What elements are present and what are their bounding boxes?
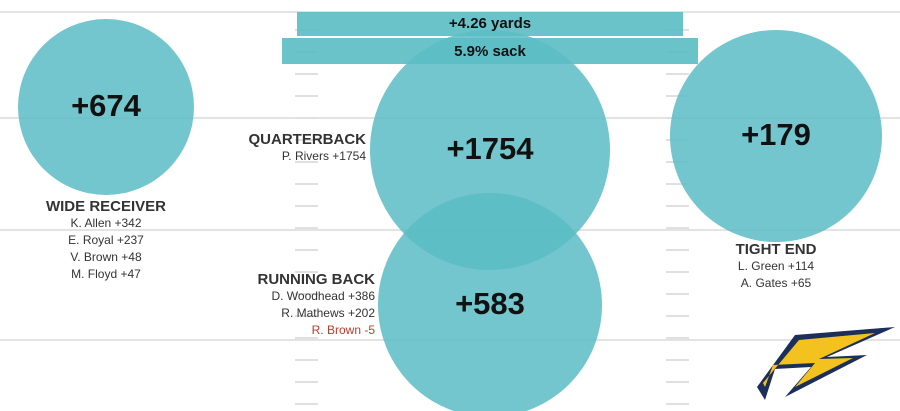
position-name: WIDE RECEIVER xyxy=(46,198,166,215)
position-name: QUARTERBACK xyxy=(249,131,367,148)
total: +179 xyxy=(741,117,811,152)
bubble xyxy=(18,19,194,195)
player: A. Gates +65 xyxy=(741,276,812,290)
bubble xyxy=(370,30,610,270)
player: V. Brown +48 xyxy=(70,250,142,264)
position-name: RUNNING BACK xyxy=(258,271,376,288)
player: R. Mathews +202 xyxy=(281,306,375,320)
bubble xyxy=(378,193,602,411)
stat-bar xyxy=(297,12,683,36)
player: D. Woodhead +386 xyxy=(271,289,375,303)
player: R. Brown -5 xyxy=(312,323,376,337)
player: E. Royal +237 xyxy=(68,233,144,247)
stat-bar xyxy=(282,38,698,64)
total: +583 xyxy=(455,286,525,321)
logo xyxy=(757,327,895,400)
total: +1754 xyxy=(446,131,534,166)
player: K. Allen +342 xyxy=(70,216,141,230)
player: M. Floyd +47 xyxy=(71,267,141,281)
stat-text: +4.26 yards xyxy=(449,15,531,32)
stat-text: 5.9% sack xyxy=(454,43,526,60)
player: P. Rivers +1754 xyxy=(282,149,366,163)
position-name: TIGHT END xyxy=(736,241,817,258)
bubble xyxy=(670,30,882,242)
player: L. Green +114 xyxy=(738,259,814,273)
total: +674 xyxy=(71,88,142,123)
